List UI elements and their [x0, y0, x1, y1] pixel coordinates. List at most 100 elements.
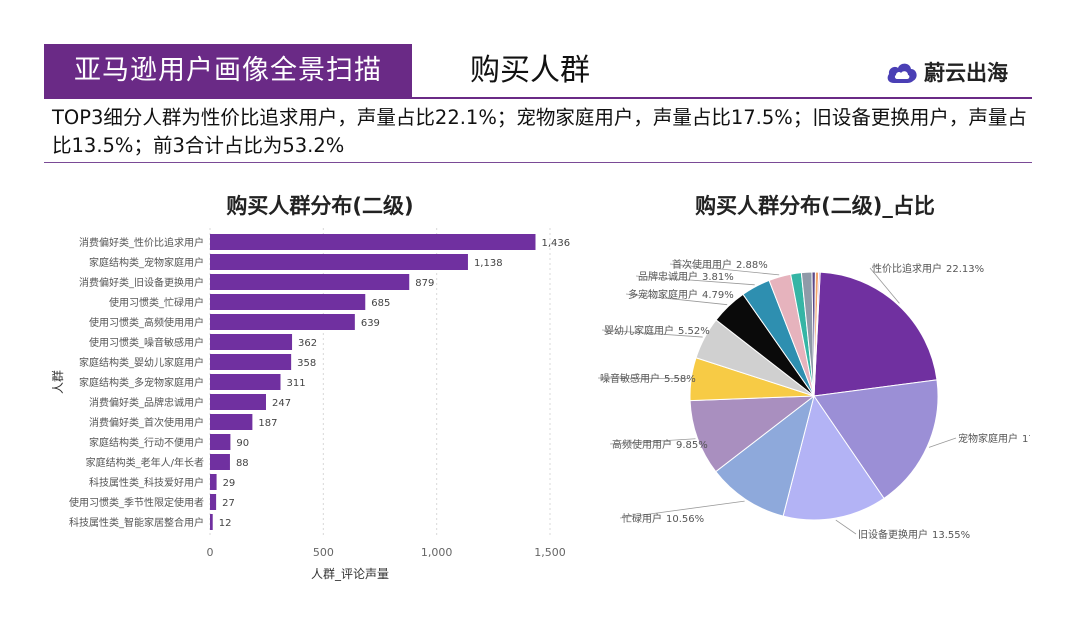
bar: [210, 314, 355, 330]
pie-slice: [782, 394, 885, 521]
y-axis-title: 人群: [51, 370, 65, 394]
pie-slice-pct: 22.13%: [946, 264, 984, 275]
x-tick-label: 1,500: [534, 546, 566, 559]
pie-slice-pct: 13.55%: [932, 530, 970, 541]
bar-value-label: 29: [223, 478, 236, 489]
pie-chart: 性价比追求用户 22.13% 宠物家庭用户 17.54% 旧设备更换用户 13.55% 忙碌…: [597, 258, 1030, 541]
bar-value-label: 27: [222, 498, 235, 509]
bar-value-label: 1,436: [541, 238, 570, 249]
bar: [210, 274, 410, 290]
brand-name: 蔚云出海: [924, 61, 1008, 85]
bar: [210, 514, 213, 530]
bar-value-label: 879: [415, 278, 434, 289]
pie-leader-line: [609, 438, 696, 445]
pie-slice-label: 品牌忠诚用户 3.81%: [638, 270, 734, 283]
bar: [210, 474, 217, 490]
pie-leader-line: [635, 275, 755, 286]
section-title: 购买人群: [470, 53, 590, 88]
pie-slice-name: 宠物家庭用户: [958, 432, 1018, 445]
bar-category-label: 消费偏好类_首次使用用户: [89, 416, 204, 429]
bar: [210, 354, 292, 370]
pie-slice-pct: 17.54%: [1022, 434, 1030, 445]
bar-value-label: 1,138: [474, 258, 503, 269]
bar-category-label: 家庭结构类_老年人/年长者: [86, 456, 204, 469]
summary-divider: [44, 162, 1032, 163]
bar-category-label: 消费偏好类_性价比追求用户: [79, 236, 204, 249]
bar: [210, 374, 281, 390]
pie-slice-name: 高频使用用户: [612, 438, 672, 451]
pie-slice-name: 首次使用用户: [672, 258, 732, 271]
pie-leader-line: [928, 437, 957, 448]
pie-slice-name: 忙碌用户: [622, 512, 662, 525]
bar: [210, 294, 366, 310]
bar-category-label: 科技属性类_智能家居整合用户: [69, 516, 204, 529]
pie-slice-label: 噪音敏感用户 5.58%: [600, 372, 696, 385]
report-title: 亚马逊用户画像全景扫描: [44, 44, 412, 98]
x-tick-label: 0: [207, 546, 214, 559]
bar-value-label: 685: [371, 298, 390, 309]
bar-category-label: 家庭结构类_行动不便用户: [89, 436, 204, 449]
pie-slice-pct: 5.58%: [664, 374, 696, 385]
pie-slice-name: 多宠物家庭用户: [628, 288, 698, 301]
pie-slice: [813, 379, 939, 500]
bar: [210, 494, 217, 510]
bar-value-label: 12: [219, 518, 232, 529]
bar-value-label: 88: [236, 458, 249, 469]
pie-slice-label: 旧设备更换用户 13.55%: [858, 528, 970, 541]
pie-leader-line: [835, 519, 857, 535]
bar-chart: 0 500 1,000 1,500 消费偏好类_性价比追求用户 1,436 家庭结构类_宠物…: [51, 228, 570, 581]
pie-slice: [715, 394, 815, 517]
bar-value-label: 247: [272, 398, 291, 409]
bar: [210, 394, 266, 410]
pie-leader-line: [869, 267, 900, 304]
pie-slice-pct: 2.88%: [736, 260, 768, 271]
bar-value-label: 187: [258, 418, 277, 429]
x-tick-label: 1,000: [421, 546, 453, 559]
bar-value-label: 311: [286, 378, 305, 389]
pie-slice-label: 宠物家庭用户 17.54%: [958, 432, 1030, 445]
pie-leader-line: [619, 500, 745, 519]
x-axis-title: 人群_评论声量: [311, 567, 389, 581]
pie-slice-label: 多宠物家庭用户 4.79%: [628, 288, 734, 301]
bar: [210, 254, 468, 270]
pie-slice-pct: 10.56%: [666, 514, 704, 525]
pie-leader-line: [669, 263, 780, 276]
bar-category-label: 家庭结构类_宠物家庭用户: [89, 256, 204, 269]
bar-category-label: 消费偏好类_旧设备更换用户: [79, 276, 204, 289]
bar-category-label: 家庭结构类_婴幼儿家庭用户: [79, 356, 204, 369]
bar: [210, 414, 253, 430]
brand: 蔚云出海: [886, 52, 1008, 92]
pie-slice: [813, 271, 821, 397]
bar-value-label: 90: [236, 438, 249, 449]
bar-category-label: 使用习惯类_高频使用用户: [89, 316, 204, 329]
bar-chart-title: 购买人群分布(二级): [226, 194, 414, 218]
bar: [210, 434, 231, 450]
pie-slice-label: 婴幼儿家庭用户 5.52%: [604, 324, 710, 337]
bar-category-label: 消费偏好类_品牌忠诚用户: [89, 396, 204, 409]
bar-value-label: 639: [361, 318, 380, 329]
bar-category-label: 使用习惯类_季节性限定使用者: [69, 496, 204, 509]
bar-value-label: 358: [297, 358, 316, 369]
summary-text: TOP3细分人群为性价比追求用户，声量占比22.1%；宠物家庭用户，声量占比17…: [52, 106, 1027, 157]
pie-slice-label: 高频使用用户 9.85%: [612, 438, 708, 451]
pie-slice-name: 品牌忠诚用户: [638, 270, 698, 283]
pie-slice-name: 旧设备更换用户: [858, 528, 928, 541]
pie-slice-name: 噪音敏感用户: [600, 372, 660, 385]
x-tick-label: 500: [313, 546, 334, 559]
bar: [210, 334, 293, 350]
pie-slice-pct: 5.52%: [678, 326, 710, 337]
bar: [210, 234, 536, 250]
pie-slice: [813, 271, 938, 397]
pie-slice-label: 首次使用用户 2.88%: [672, 258, 768, 271]
pie-slice-pct: 4.79%: [702, 290, 734, 301]
bar: [210, 454, 230, 470]
pie-leader-line: [597, 377, 690, 380]
pie-slice: [689, 395, 816, 473]
bar-category-label: 科技属性类_科技爱好用户: [89, 476, 204, 489]
bar-value-label: 362: [298, 338, 317, 349]
pie-slice-label: 性价比追求用户 22.13%: [872, 262, 984, 275]
pie-slice-pct: 3.81%: [702, 272, 734, 283]
bar-category-label: 使用习惯类_噪音敏感用户: [89, 336, 204, 349]
pie-slice-name: 婴幼儿家庭用户: [604, 324, 674, 337]
pie-slice-label: 忙碌用户 10.56%: [622, 512, 704, 525]
